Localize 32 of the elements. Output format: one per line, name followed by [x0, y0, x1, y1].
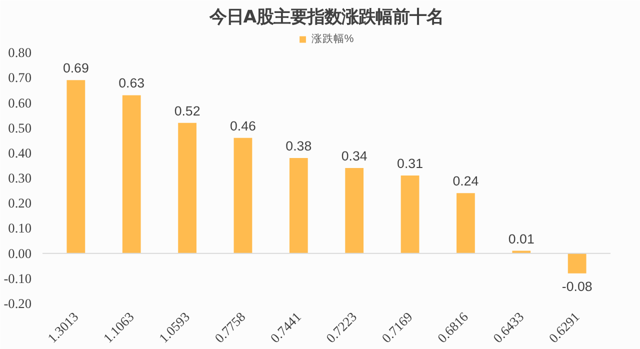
bar — [568, 253, 586, 274]
chart-title: 今日A股主要指数涨跌幅前十名 — [208, 8, 444, 28]
data-label: 0.69 — [62, 60, 89, 76]
data-label: 0.52 — [174, 103, 200, 118]
y-tick-label: 0.40 — [8, 145, 32, 160]
data-label: -0.08 — [562, 278, 592, 294]
y-tick-label: 0.30 — [8, 170, 32, 186]
data-label: 0.46 — [230, 118, 256, 134]
y-tick-label: 0.50 — [8, 120, 32, 136]
data-label: 0.31 — [397, 156, 424, 171]
y-tick-label: 0.20 — [8, 196, 32, 211]
data-label: 0.63 — [118, 76, 145, 91]
data-label: 0.34 — [341, 148, 368, 164]
bar — [345, 168, 364, 254]
bar — [122, 95, 141, 254]
y-tick-label: 0.00 — [8, 246, 32, 261]
y-tick-label: -0.10 — [4, 270, 32, 286]
y-tick-label: 0.80 — [8, 45, 32, 60]
bar — [66, 80, 86, 254]
bar — [178, 122, 196, 254]
data-label: 0.01 — [508, 231, 534, 246]
y-tick-label: 0.10 — [8, 220, 32, 236]
bar — [400, 176, 420, 254]
data-label: 0.24 — [452, 174, 480, 189]
bar — [456, 193, 475, 254]
bar — [234, 138, 252, 254]
y-tick-label: -0.20 — [4, 296, 32, 311]
bar — [289, 158, 308, 254]
y-tick-label: 0.60 — [8, 95, 32, 110]
y-tick-label: 0.70 — [8, 70, 32, 86]
data-label: 0.38 — [286, 138, 312, 154]
legend-label: 涨跌幅% — [311, 32, 354, 46]
